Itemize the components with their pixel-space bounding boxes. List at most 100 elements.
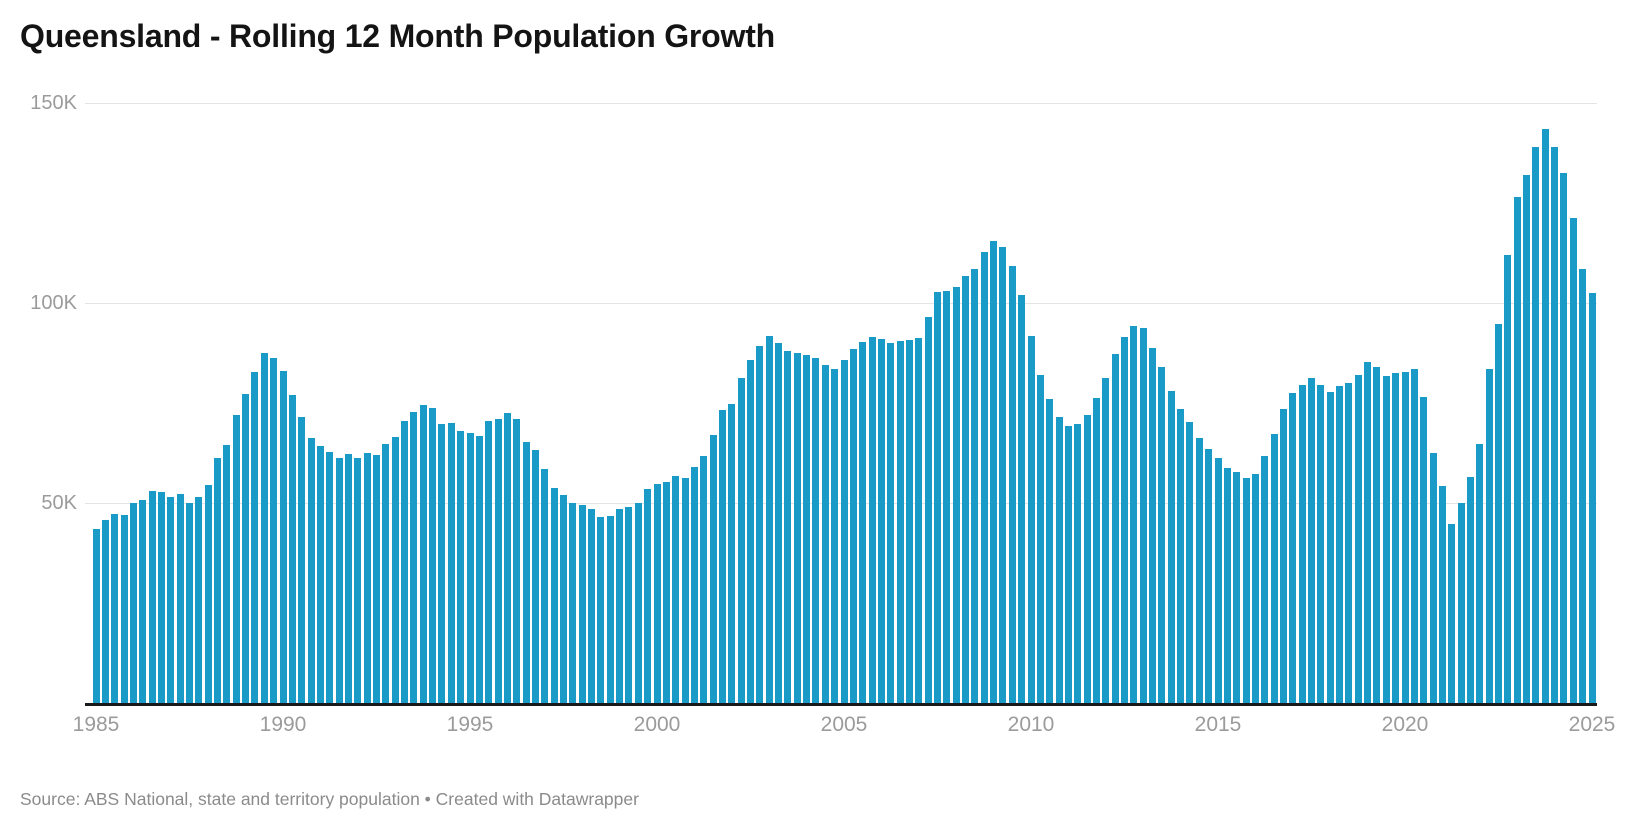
bar-1986Q4 (157, 491, 165, 703)
bar-2018Q3 (1345, 382, 1353, 703)
bar-2023Q2 (1523, 175, 1531, 703)
bar-1997Q3 (560, 495, 567, 703)
bar-2022Q3 (1495, 324, 1502, 703)
x-axis-label-2025: 2025 (1568, 713, 1616, 736)
gridline-150K (85, 103, 1597, 104)
bar-1985Q1 (92, 529, 100, 703)
bar-1994Q4 (457, 431, 465, 703)
bar-1986Q1 (129, 503, 137, 703)
bar-1993Q2 (401, 420, 409, 703)
chart-title: Queensland - Rolling 12 Month Population… (20, 18, 776, 54)
bar-2007Q3 (934, 292, 941, 703)
bar-1991Q4 (344, 453, 352, 703)
bar-2015Q2 (1223, 467, 1231, 703)
bar-2002Q2 (737, 378, 745, 703)
bar-2012Q4 (1130, 325, 1138, 703)
bar-2000Q2 (662, 481, 670, 703)
bar-2020Q2 (1410, 368, 1418, 703)
bar-2004Q3 (821, 365, 829, 703)
bar-2019Q4 (1392, 372, 1400, 703)
x-axis-label-2010: 2010 (1007, 713, 1055, 736)
bar-1997Q1 (541, 469, 549, 703)
bar-2015Q3 (1233, 472, 1241, 703)
bar-1991Q1 (316, 445, 324, 703)
bar-1987Q4 (195, 497, 203, 703)
bar-2004Q4 (831, 368, 839, 703)
bar-1991Q3 (335, 457, 343, 703)
bar-1999Q2 (625, 507, 633, 703)
bar-2024Q4 (1579, 269, 1587, 703)
x-axis-label-2015: 2015 (1194, 713, 1242, 736)
bar-2017Q4 (1317, 385, 1325, 703)
bar-2006Q4 (905, 339, 913, 703)
x-axis-label-2005: 2005 (820, 713, 868, 736)
bar-1988Q2 (214, 458, 222, 703)
bar-1990Q3 (298, 417, 306, 703)
bar-2018Q2 (1336, 385, 1344, 703)
bar-1989Q2 (251, 372, 259, 703)
bar-2003Q2 (775, 343, 783, 703)
source-note: Source: ABS National, state and territor… (20, 789, 639, 809)
bar-2012Q3 (1121, 336, 1128, 703)
bar-2005Q1 (840, 359, 848, 703)
bar-1994Q2 (438, 423, 446, 703)
bar-1999Q1 (616, 509, 624, 703)
bar-2012Q2 (1111, 353, 1119, 703)
bar-1986Q3 (148, 490, 156, 703)
bar-2017Q3 (1308, 377, 1315, 703)
bar-2018Q1 (1326, 392, 1334, 703)
bar-2019Q2 (1373, 367, 1381, 703)
bar-2008Q3 (971, 268, 979, 703)
bar-2023Q1 (1513, 196, 1521, 703)
bar-2005Q2 (849, 349, 857, 703)
bar-2011Q3 (1083, 415, 1091, 703)
bar-1996Q2 (513, 418, 521, 703)
bar-1993Q4 (419, 404, 427, 703)
bar-2007Q1 (915, 337, 923, 703)
bar-1990Q2 (288, 395, 296, 703)
bar-1995Q2 (475, 435, 483, 703)
bar-2024Q3 (1569, 218, 1577, 703)
bar-1998Q4 (606, 515, 614, 703)
bar-2021Q1 (1438, 485, 1446, 703)
bar-2008Q1 (952, 287, 960, 703)
bar-2022Q1 (1476, 443, 1484, 703)
bar-1990Q4 (307, 438, 315, 703)
bar-1994Q3 (447, 422, 455, 703)
bar-2025Q1 (1588, 292, 1596, 703)
bar-2010Q3 (1046, 399, 1054, 703)
bar-2020Q4 (1429, 453, 1437, 703)
bar-2002Q4 (756, 345, 764, 703)
x-axis-baseline (85, 703, 1597, 706)
bar-2021Q2 (1448, 523, 1456, 703)
bar-2006Q3 (896, 341, 904, 703)
y-axis-label: 50K (41, 492, 77, 514)
bar-2007Q4 (943, 291, 951, 703)
bar-1998Q1 (578, 505, 586, 703)
bar-2016Q1 (1251, 474, 1259, 703)
bar-2007Q2 (924, 317, 932, 703)
bar-1989Q1 (242, 394, 250, 703)
bar-2003Q3 (784, 351, 792, 703)
x-axis-label-2020: 2020 (1381, 713, 1429, 736)
bar-2009Q3 (1008, 266, 1016, 703)
bar-2002Q1 (728, 403, 736, 703)
bar-2024Q1 (1551, 147, 1559, 703)
bar-2013Q1 (1139, 327, 1147, 703)
bar-1998Q2 (588, 509, 596, 703)
x-axis-label-2000: 2000 (633, 713, 681, 736)
bar-2020Q3 (1420, 396, 1428, 703)
bar-1996Q3 (522, 441, 530, 703)
bar-1995Q1 (466, 433, 474, 703)
bar-2015Q4 (1242, 477, 1250, 703)
bar-2021Q4 (1466, 476, 1474, 703)
bar-2011Q4 (1092, 397, 1100, 703)
bar-1988Q1 (204, 485, 212, 703)
bar-2019Q3 (1382, 375, 1390, 703)
bar-1985Q4 (120, 514, 128, 703)
bar-2003Q1 (765, 335, 773, 703)
bar-2013Q2 (1149, 348, 1157, 703)
bar-2016Q3 (1270, 433, 1278, 703)
bar-1992Q2 (363, 452, 371, 703)
